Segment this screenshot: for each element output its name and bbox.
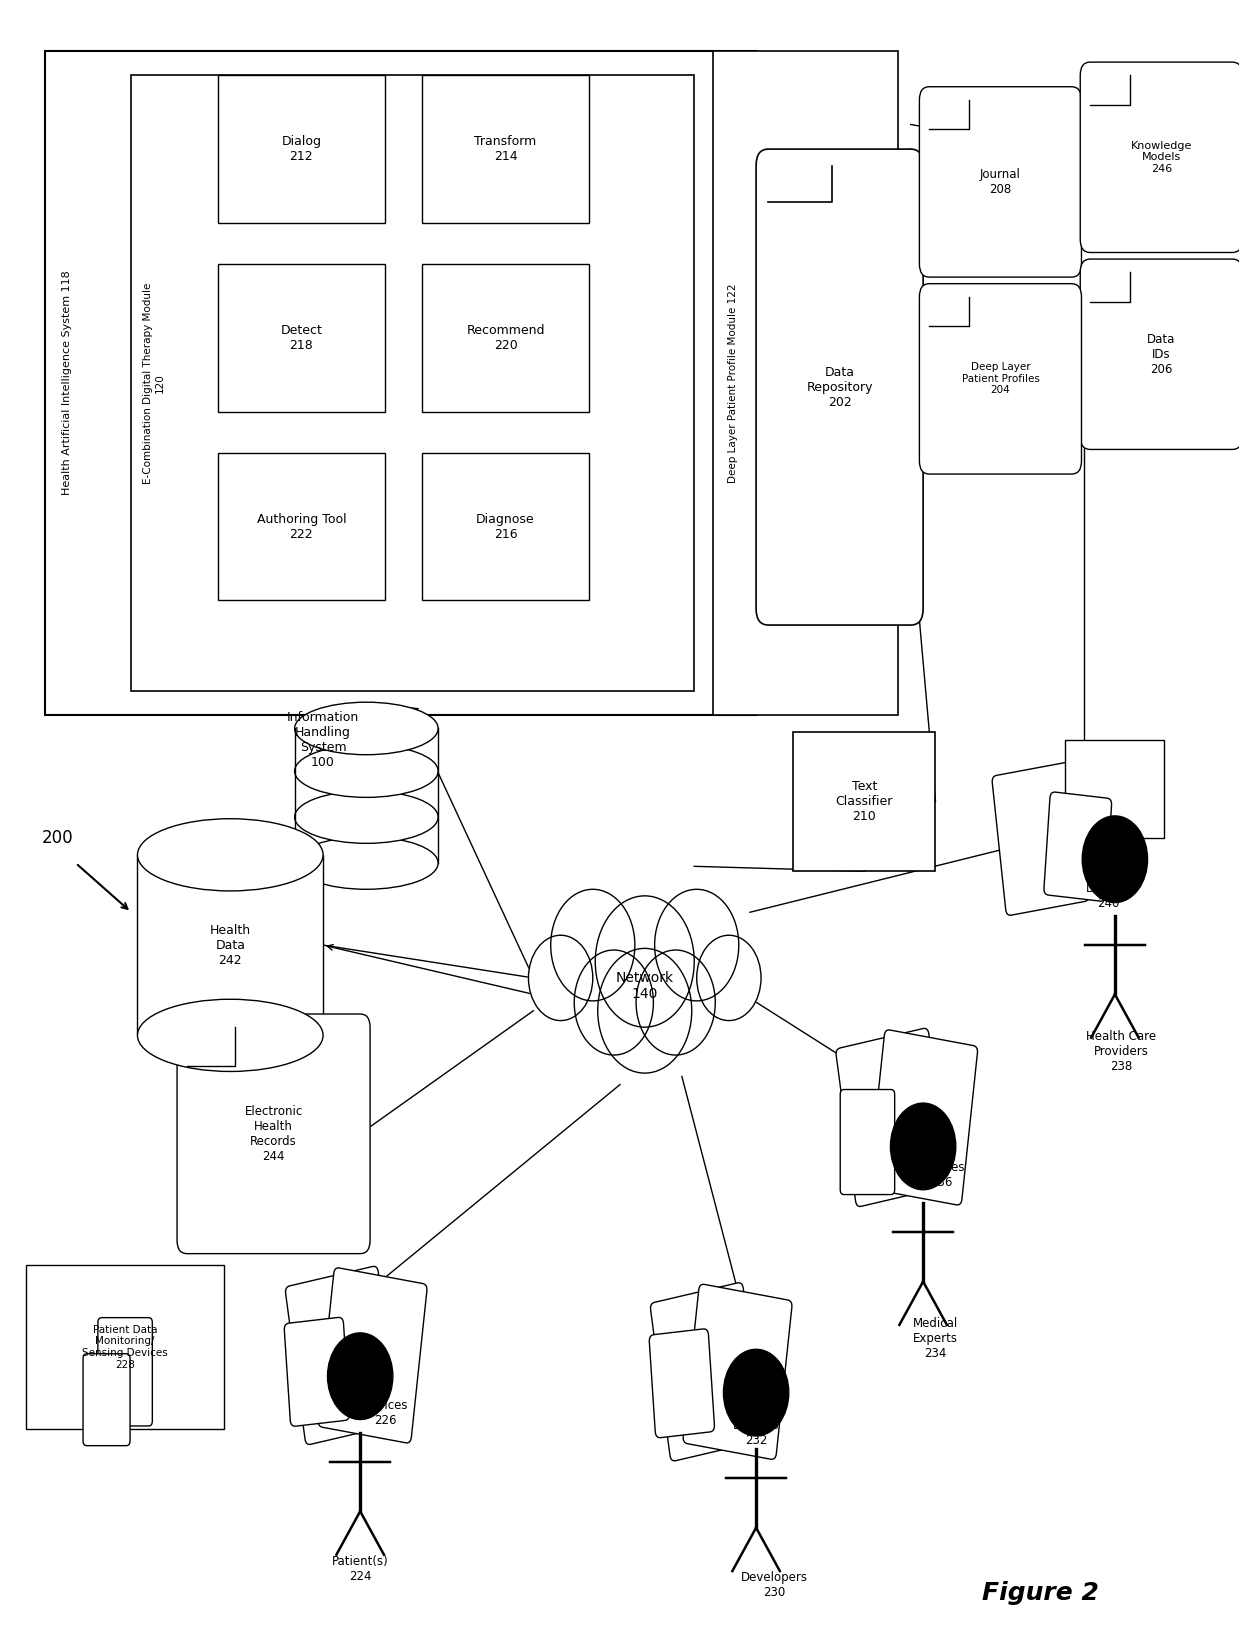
FancyBboxPatch shape [651,1282,763,1462]
FancyBboxPatch shape [683,1284,792,1460]
Circle shape [655,889,739,1001]
Ellipse shape [295,702,438,755]
Ellipse shape [295,837,438,889]
Text: Text
Classifier
210: Text Classifier 210 [836,779,893,824]
FancyBboxPatch shape [177,1014,370,1254]
FancyBboxPatch shape [841,1090,895,1195]
Text: Patient(s)
224: Patient(s) 224 [332,1555,388,1583]
FancyBboxPatch shape [756,150,923,625]
FancyBboxPatch shape [650,1328,714,1438]
Text: Authoring Tool
222: Authoring Tool 222 [257,513,346,541]
Text: Health Care
Providers
238: Health Care Providers 238 [1086,1031,1156,1074]
Text: Devices
226: Devices 226 [362,1399,408,1427]
Circle shape [551,889,635,1001]
FancyBboxPatch shape [45,51,756,715]
FancyBboxPatch shape [919,87,1081,278]
Text: Deep Layer
Patient Profiles
204: Deep Layer Patient Profiles 204 [961,362,1039,396]
FancyBboxPatch shape [713,51,898,715]
FancyBboxPatch shape [83,1353,130,1445]
Text: Journal
208: Journal 208 [980,168,1021,196]
Circle shape [697,935,761,1021]
Text: Devices
232: Devices 232 [733,1419,780,1447]
FancyBboxPatch shape [218,76,384,224]
Circle shape [636,950,715,1055]
Text: Figure 2: Figure 2 [982,1582,1099,1606]
Text: Health Artificial Intelligence System 118: Health Artificial Intelligence System 11… [62,271,72,495]
FancyBboxPatch shape [26,1266,224,1429]
FancyBboxPatch shape [1044,792,1111,901]
Circle shape [574,950,653,1055]
Text: Information
Handling
System
100: Information Handling System 100 [286,710,360,769]
FancyBboxPatch shape [422,265,589,411]
FancyBboxPatch shape [285,1266,398,1445]
Text: Recommend
220: Recommend 220 [466,324,544,352]
FancyBboxPatch shape [919,284,1081,473]
Text: Diagnose
216: Diagnose 216 [476,513,534,541]
FancyBboxPatch shape [869,1029,977,1205]
FancyBboxPatch shape [422,76,589,224]
FancyBboxPatch shape [1065,740,1164,838]
FancyBboxPatch shape [992,761,1089,916]
Text: Detect
218: Detect 218 [280,324,322,352]
FancyBboxPatch shape [284,1317,350,1427]
Text: Electronic
Health
Records
244: Electronic Health Records 244 [244,1105,303,1162]
Ellipse shape [295,745,438,797]
FancyBboxPatch shape [1080,62,1240,253]
FancyBboxPatch shape [98,1317,153,1425]
Text: Patient Data
Monitoring/
Sensing Devices
228: Patient Data Monitoring/ Sensing Devices… [82,1325,167,1369]
Text: Knowledge
Models
246: Knowledge Models 246 [1131,141,1192,174]
FancyBboxPatch shape [218,452,384,600]
Text: E-Combination Digital Therapy Module
120: E-Combination Digital Therapy Module 120 [143,283,165,483]
Circle shape [723,1350,789,1435]
Circle shape [1083,815,1147,903]
Text: Transform
214: Transform 214 [475,135,537,163]
Ellipse shape [295,791,438,843]
Text: Developers
230: Developers 230 [742,1572,808,1600]
FancyBboxPatch shape [836,1029,949,1207]
Text: Health
Data
242: Health Data 242 [210,924,250,967]
Text: Data
Repository
202: Data Repository 202 [806,365,873,409]
Circle shape [598,949,692,1074]
Text: Medical
Experts
234: Medical Experts 234 [913,1317,959,1361]
Circle shape [528,935,593,1021]
FancyBboxPatch shape [131,76,694,690]
FancyBboxPatch shape [422,452,589,600]
FancyBboxPatch shape [218,265,384,411]
Circle shape [595,896,694,1028]
FancyBboxPatch shape [1080,260,1240,449]
Ellipse shape [138,819,324,891]
Text: Data
IDs
206: Data IDs 206 [1147,332,1176,376]
Text: Network
140: Network 140 [616,972,673,1001]
Text: Devices
240: Devices 240 [1085,881,1132,909]
Text: Dialog
212: Dialog 212 [281,135,321,163]
Bar [138,855,324,1036]
Text: Devices
236: Devices 236 [919,1161,965,1189]
Circle shape [890,1103,956,1190]
FancyBboxPatch shape [794,732,935,871]
Text: Deep Layer Patient Profile Module 122: Deep Layer Patient Profile Module 122 [728,283,738,483]
Text: 200: 200 [41,830,73,847]
Circle shape [327,1333,393,1419]
FancyBboxPatch shape [319,1268,427,1443]
Ellipse shape [138,1000,324,1072]
